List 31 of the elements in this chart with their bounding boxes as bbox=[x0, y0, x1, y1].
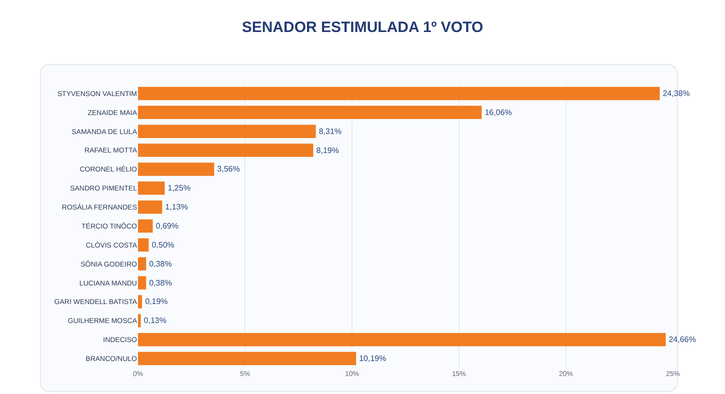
data-label: 1,25% bbox=[168, 184, 190, 193]
data-label: 0,38% bbox=[149, 278, 172, 288]
bar bbox=[138, 144, 314, 157]
bar bbox=[138, 314, 141, 328]
data-label: 16,06% bbox=[484, 108, 512, 117]
bar bbox=[138, 295, 142, 308]
data-label: 10,19% bbox=[359, 354, 386, 364]
data-label: 1,13% bbox=[165, 202, 188, 212]
bar bbox=[138, 332, 666, 346]
bar bbox=[138, 200, 162, 214]
data-label: 24,38% bbox=[662, 88, 690, 98]
bar bbox=[138, 238, 149, 252]
bar bbox=[138, 106, 482, 120]
bar bbox=[138, 162, 214, 176]
bar bbox=[138, 276, 146, 290]
bar bbox=[138, 257, 146, 270]
data-label: 0,13% bbox=[144, 316, 166, 326]
chart-title: SENADOR ESTIMULADA 1º VOTO bbox=[242, 19, 484, 36]
data-label: 8,31% bbox=[318, 126, 342, 136]
data-label: 3,56% bbox=[217, 164, 240, 174]
data-label: 0,69% bbox=[156, 222, 178, 230]
data-label: 8,19% bbox=[316, 146, 339, 155]
bar bbox=[138, 182, 165, 195]
data-label: 0,50% bbox=[152, 240, 174, 250]
bar bbox=[138, 86, 660, 100]
data-label: 0,38% bbox=[149, 259, 172, 268]
bar bbox=[138, 352, 356, 366]
data-label: 0,19% bbox=[145, 297, 168, 306]
bar bbox=[138, 124, 316, 138]
data-label: 24,66% bbox=[668, 335, 696, 344]
bar bbox=[138, 219, 153, 233]
